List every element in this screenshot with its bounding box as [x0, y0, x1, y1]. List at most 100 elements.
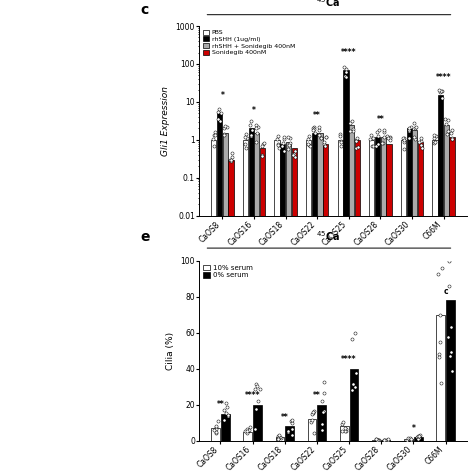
Point [309, 408, 317, 415]
Point [346, 128, 354, 135]
Text: **: ** [376, 115, 384, 124]
Point [405, 127, 413, 134]
Point [275, 431, 283, 438]
Point [405, 128, 413, 135]
Point [310, 429, 318, 437]
Point [445, 283, 453, 290]
Bar [414, 437, 422, 441]
Point [320, 138, 328, 146]
Point [224, 411, 232, 419]
Point [210, 131, 218, 139]
Point [274, 435, 282, 442]
Point [252, 385, 259, 392]
Bar [432, 140, 438, 474]
Point [366, 136, 374, 143]
Bar [244, 432, 252, 441]
Point [243, 427, 250, 434]
Point [414, 433, 421, 441]
Bar [369, 140, 374, 474]
Point [211, 142, 219, 150]
Point [285, 141, 293, 148]
Point [438, 88, 446, 95]
Point [400, 134, 408, 142]
Point [258, 142, 265, 149]
Point [288, 418, 295, 425]
Point [315, 123, 323, 131]
Point [220, 131, 228, 139]
Point [254, 398, 262, 405]
Bar [449, 137, 455, 474]
Point [321, 142, 328, 149]
Point [444, 334, 452, 341]
Point [292, 147, 299, 155]
Point [274, 434, 282, 442]
Point [306, 141, 313, 148]
Point [320, 390, 328, 397]
Bar [386, 144, 392, 474]
Point [437, 379, 445, 386]
Point [375, 126, 383, 133]
Point [274, 434, 282, 442]
Point [285, 145, 292, 153]
Text: ****: **** [341, 356, 357, 365]
Point [319, 408, 327, 416]
Bar [382, 440, 391, 441]
Bar [228, 160, 234, 474]
Point [243, 134, 251, 142]
Point [288, 417, 296, 424]
Bar [337, 140, 343, 474]
Point [443, 130, 450, 138]
Point [252, 405, 259, 412]
Point [222, 122, 229, 130]
Point [320, 140, 328, 148]
Bar [372, 440, 381, 441]
Point [290, 150, 297, 158]
Point [400, 134, 407, 142]
Point [373, 437, 381, 444]
Point [416, 138, 423, 146]
Bar [312, 133, 317, 474]
Text: ****: **** [436, 73, 451, 82]
Point [384, 436, 392, 443]
Point [306, 142, 314, 150]
Point [350, 380, 357, 388]
Point [380, 436, 388, 443]
Point [342, 65, 350, 73]
Point [241, 133, 249, 140]
Point [446, 353, 454, 360]
Text: **: ** [217, 401, 224, 410]
Point [284, 428, 292, 435]
Point [228, 150, 236, 157]
Point [447, 323, 455, 330]
Bar [280, 144, 285, 474]
Point [315, 132, 323, 139]
Point [280, 139, 287, 147]
Point [338, 428, 346, 435]
Point [436, 86, 443, 94]
Point [383, 436, 391, 444]
Point [284, 133, 292, 141]
Point [436, 338, 444, 346]
Point [277, 435, 284, 442]
Point [341, 72, 348, 80]
Point [310, 125, 317, 132]
Point [410, 133, 418, 141]
Point [275, 145, 283, 152]
Point [318, 134, 325, 142]
Point [445, 257, 453, 264]
Text: *: * [220, 91, 224, 100]
Point [406, 434, 413, 442]
Point [444, 116, 452, 123]
Bar [437, 315, 445, 441]
Point [248, 126, 255, 133]
Text: $^{45}$Ca: $^{45}$Ca [316, 0, 340, 9]
Point [307, 418, 315, 426]
Y-axis label: Cilia (%): Cilia (%) [166, 332, 175, 370]
Point [369, 142, 376, 150]
Point [309, 416, 316, 423]
Point [317, 134, 325, 142]
Point [241, 140, 249, 147]
Point [276, 433, 284, 440]
Point [350, 380, 357, 388]
Point [354, 143, 361, 151]
